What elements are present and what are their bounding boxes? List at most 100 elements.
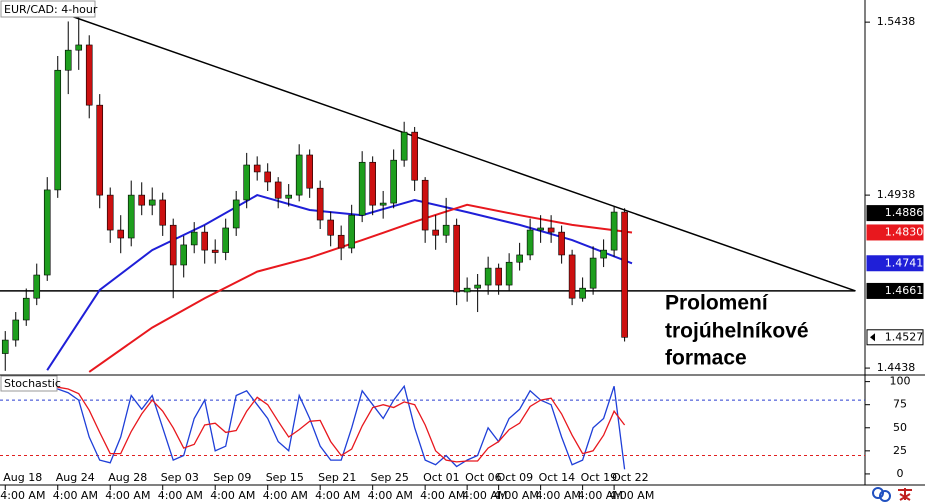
candle-body	[54, 69, 62, 191]
candle-body	[117, 229, 125, 239]
candle-body	[390, 159, 397, 204]
x-tick-time: 4:00 AM	[609, 489, 654, 502]
candle-body	[169, 224, 177, 266]
stochastic-tick-label: 100	[890, 375, 911, 388]
candle-body	[264, 171, 271, 183]
candle-body	[75, 44, 83, 51]
candle-body	[43, 189, 51, 276]
x-tick-label: Aug 28	[108, 471, 147, 484]
candle-body	[64, 49, 72, 71]
candle-body	[558, 231, 565, 256]
candle-body	[232, 199, 240, 229]
x-tick-time: 4:00 AM	[0, 489, 45, 502]
price-label-box	[866, 255, 924, 272]
candle-body	[148, 199, 156, 206]
toolbar-icons[interactable]	[872, 487, 912, 502]
stochastic-title-box	[0, 375, 58, 392]
candle-body	[400, 131, 408, 161]
price-label-box	[866, 282, 924, 299]
link-icon[interactable]	[879, 490, 891, 502]
x-tick-time: 4:00 AM	[536, 489, 581, 502]
candle-body	[369, 161, 376, 206]
candle-body	[274, 181, 282, 199]
candle-body	[159, 199, 167, 226]
x-tick-time: 4:00 AM	[210, 489, 255, 502]
candle-body	[463, 287, 471, 293]
candle-body	[306, 154, 313, 189]
candle-body	[295, 154, 303, 196]
candle-body	[106, 194, 114, 231]
candle-body	[610, 211, 618, 251]
stochastic-tick-label: 0	[897, 467, 904, 480]
x-tick-label: Aug 18	[3, 471, 42, 484]
candle-body	[442, 224, 450, 236]
price-label-box	[866, 224, 924, 241]
candle-body	[421, 179, 429, 231]
candle-body	[589, 257, 597, 289]
title-box	[0, 0, 96, 18]
price-label: 1.4527	[885, 330, 924, 343]
price-label-box	[866, 205, 924, 222]
y-tick-label: 1.4438	[877, 361, 916, 374]
price-label-arrow	[870, 333, 875, 342]
x-tick-label: Sep 21	[318, 471, 356, 484]
candle-body	[96, 104, 104, 196]
candle-body	[253, 164, 261, 173]
candle-body	[127, 194, 135, 239]
moving-average	[46, 194, 633, 371]
stochastic-line	[4, 384, 626, 470]
stochastic-tick-label: 50	[893, 421, 907, 434]
candle-body	[222, 227, 229, 253]
candle-body	[600, 249, 607, 259]
moving-average	[88, 203, 633, 373]
price-label: 1.4661	[885, 284, 924, 297]
x-tick-time: 4:00 AM	[368, 489, 413, 502]
candle-body	[1, 339, 9, 354]
candle-body	[432, 229, 439, 236]
x-tick-label: Oct 19	[581, 471, 618, 484]
y-tick-label: 1.4938	[877, 188, 916, 201]
x-tick-time: 4:00 AM	[494, 489, 539, 502]
annotation-line: Prolomení	[665, 292, 769, 315]
candle-body	[568, 254, 576, 299]
x-tick-label: Aug 24	[56, 471, 95, 484]
candle-body	[85, 44, 93, 106]
x-tick-label: Sep 15	[266, 471, 304, 484]
x-tick-time: 4:00 AM	[53, 489, 98, 502]
x-tick-time: 4:00 AM	[263, 489, 308, 502]
x-tick-time: 4:00 AM	[315, 489, 360, 502]
candle-body	[516, 254, 523, 263]
trendline	[59, 11, 856, 292]
candle-body	[180, 244, 188, 266]
candle-body	[474, 284, 481, 289]
candle-body	[547, 227, 555, 233]
candle-body	[33, 274, 41, 299]
x-tick-time: 4:00 AM	[158, 489, 203, 502]
candle-body	[495, 267, 502, 286]
candle-body	[327, 219, 334, 236]
x-tick-label: Sep 03	[161, 471, 199, 484]
x-tick-label: Oct 06	[465, 471, 502, 484]
candle-body	[526, 229, 534, 256]
stochastic-tick-label: 75	[893, 398, 907, 411]
x-tick-label: Oct 14	[539, 471, 576, 484]
candle-body	[379, 202, 387, 206]
link-icon[interactable]	[872, 487, 884, 499]
x-tick-label: Oct 01	[423, 471, 460, 484]
stochastic-title: Stochastic	[4, 377, 61, 390]
candle-body	[337, 234, 345, 249]
candle-body	[190, 231, 198, 246]
price-label-box	[866, 329, 924, 346]
candle-body	[348, 214, 355, 249]
candle-body	[537, 227, 544, 231]
x-tick-label: Oct 09	[497, 471, 534, 484]
candle-body	[243, 164, 250, 201]
x-tick-label: Sep 09	[213, 471, 251, 484]
chart-title: EUR/CAD: 4-hour	[4, 3, 98, 16]
annotation-line: trojúhelníkové	[665, 320, 809, 343]
price-label: 1.4886	[885, 206, 924, 219]
close-icon[interactable]	[898, 488, 912, 501]
candle-body	[505, 261, 513, 286]
